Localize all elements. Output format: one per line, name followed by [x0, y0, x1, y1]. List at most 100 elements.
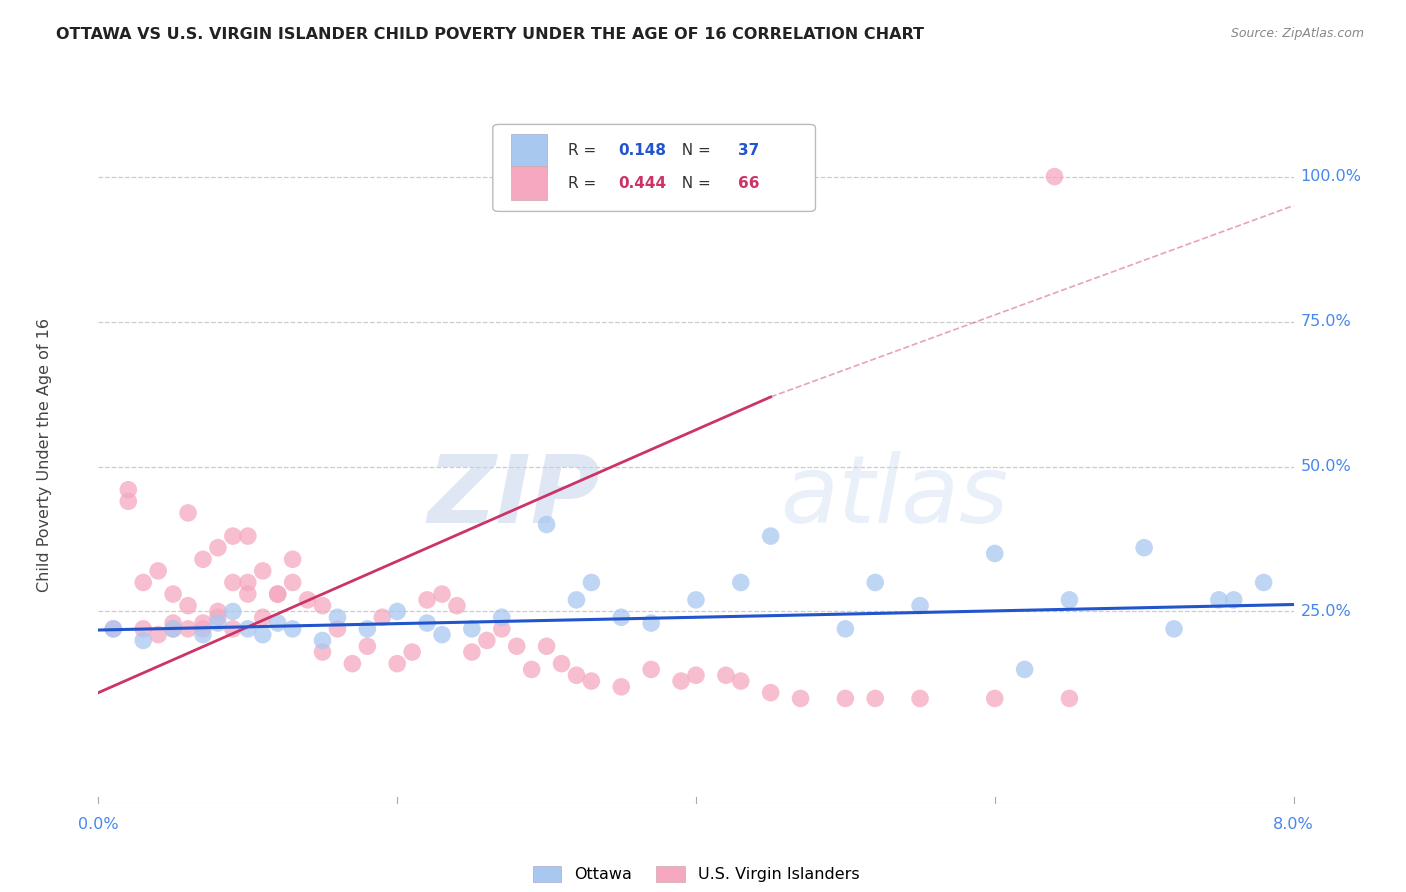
Point — [222, 529, 245, 543]
Point — [191, 552, 214, 566]
Point — [863, 575, 886, 590]
Point — [222, 622, 245, 636]
Point — [669, 674, 692, 689]
Point — [236, 575, 259, 590]
Point — [267, 587, 290, 601]
Point — [610, 680, 633, 694]
Point — [311, 633, 333, 648]
Point — [252, 564, 274, 578]
Point — [834, 691, 856, 706]
Point — [162, 587, 184, 601]
Point — [1208, 592, 1230, 607]
Point — [416, 615, 439, 630]
Text: N =: N = — [672, 144, 716, 159]
Point — [491, 622, 513, 636]
Text: 25.0%: 25.0% — [1301, 604, 1351, 619]
Point — [759, 529, 782, 543]
Point — [461, 645, 484, 659]
Point — [148, 628, 170, 642]
Point — [565, 668, 588, 682]
Text: 0.444: 0.444 — [619, 176, 666, 191]
Point — [640, 615, 662, 630]
Point — [191, 622, 214, 636]
FancyBboxPatch shape — [494, 124, 815, 211]
FancyBboxPatch shape — [510, 166, 547, 200]
Point — [908, 691, 931, 706]
Point — [1163, 622, 1185, 636]
Text: atlas: atlas — [779, 451, 1008, 542]
Point — [475, 633, 498, 648]
Text: 50.0%: 50.0% — [1301, 459, 1351, 474]
Point — [430, 587, 453, 601]
Text: 75.0%: 75.0% — [1301, 314, 1351, 329]
Point — [446, 599, 468, 613]
Point — [177, 506, 200, 520]
Text: R =: R = — [568, 144, 602, 159]
Point — [730, 575, 752, 590]
Point — [1014, 662, 1036, 677]
Point — [311, 645, 333, 659]
Point — [281, 622, 304, 636]
Point — [177, 599, 200, 613]
Point — [132, 575, 155, 590]
Point — [281, 552, 304, 566]
Point — [908, 599, 931, 613]
Point — [281, 575, 304, 590]
Text: N =: N = — [672, 176, 716, 191]
Point — [267, 615, 290, 630]
Point — [252, 628, 274, 642]
Point — [207, 615, 229, 630]
Point — [103, 622, 125, 636]
Point — [506, 639, 529, 653]
Point — [252, 610, 274, 624]
Point — [162, 622, 184, 636]
Point — [371, 610, 394, 624]
Point — [222, 575, 245, 590]
Text: 37: 37 — [738, 144, 759, 159]
Point — [326, 610, 349, 624]
Point — [311, 599, 333, 613]
Point — [983, 691, 1005, 706]
Point — [491, 610, 513, 624]
Point — [640, 662, 662, 677]
Legend: Ottawa, U.S. Virgin Islanders: Ottawa, U.S. Virgin Islanders — [526, 859, 866, 888]
Point — [401, 645, 423, 659]
Point — [385, 605, 409, 619]
Point — [162, 622, 184, 636]
Point — [356, 622, 378, 636]
Point — [863, 691, 886, 706]
Point — [550, 657, 572, 671]
Point — [207, 605, 229, 619]
Point — [326, 622, 349, 636]
Text: 100.0%: 100.0% — [1301, 169, 1361, 184]
Point — [297, 592, 319, 607]
Point — [148, 564, 170, 578]
Point — [117, 494, 139, 508]
Point — [222, 605, 245, 619]
Point — [834, 622, 856, 636]
Point — [536, 639, 558, 653]
Point — [461, 622, 484, 636]
Text: Child Poverty Under the Age of 16: Child Poverty Under the Age of 16 — [37, 318, 52, 592]
Point — [356, 639, 378, 653]
Point — [730, 674, 752, 689]
Point — [177, 622, 200, 636]
Point — [1059, 592, 1081, 607]
Point — [207, 610, 229, 624]
Point — [1133, 541, 1156, 555]
Point — [117, 483, 139, 497]
Text: 66: 66 — [738, 176, 759, 191]
Point — [685, 668, 707, 682]
Point — [1253, 575, 1275, 590]
Point — [536, 517, 558, 532]
Point — [236, 622, 259, 636]
Point — [759, 685, 782, 699]
Point — [581, 674, 603, 689]
Point — [132, 622, 155, 636]
Text: R =: R = — [568, 176, 602, 191]
Point — [236, 587, 259, 601]
Text: 0.148: 0.148 — [619, 144, 666, 159]
Point — [1059, 691, 1081, 706]
Point — [789, 691, 811, 706]
FancyBboxPatch shape — [510, 134, 547, 168]
